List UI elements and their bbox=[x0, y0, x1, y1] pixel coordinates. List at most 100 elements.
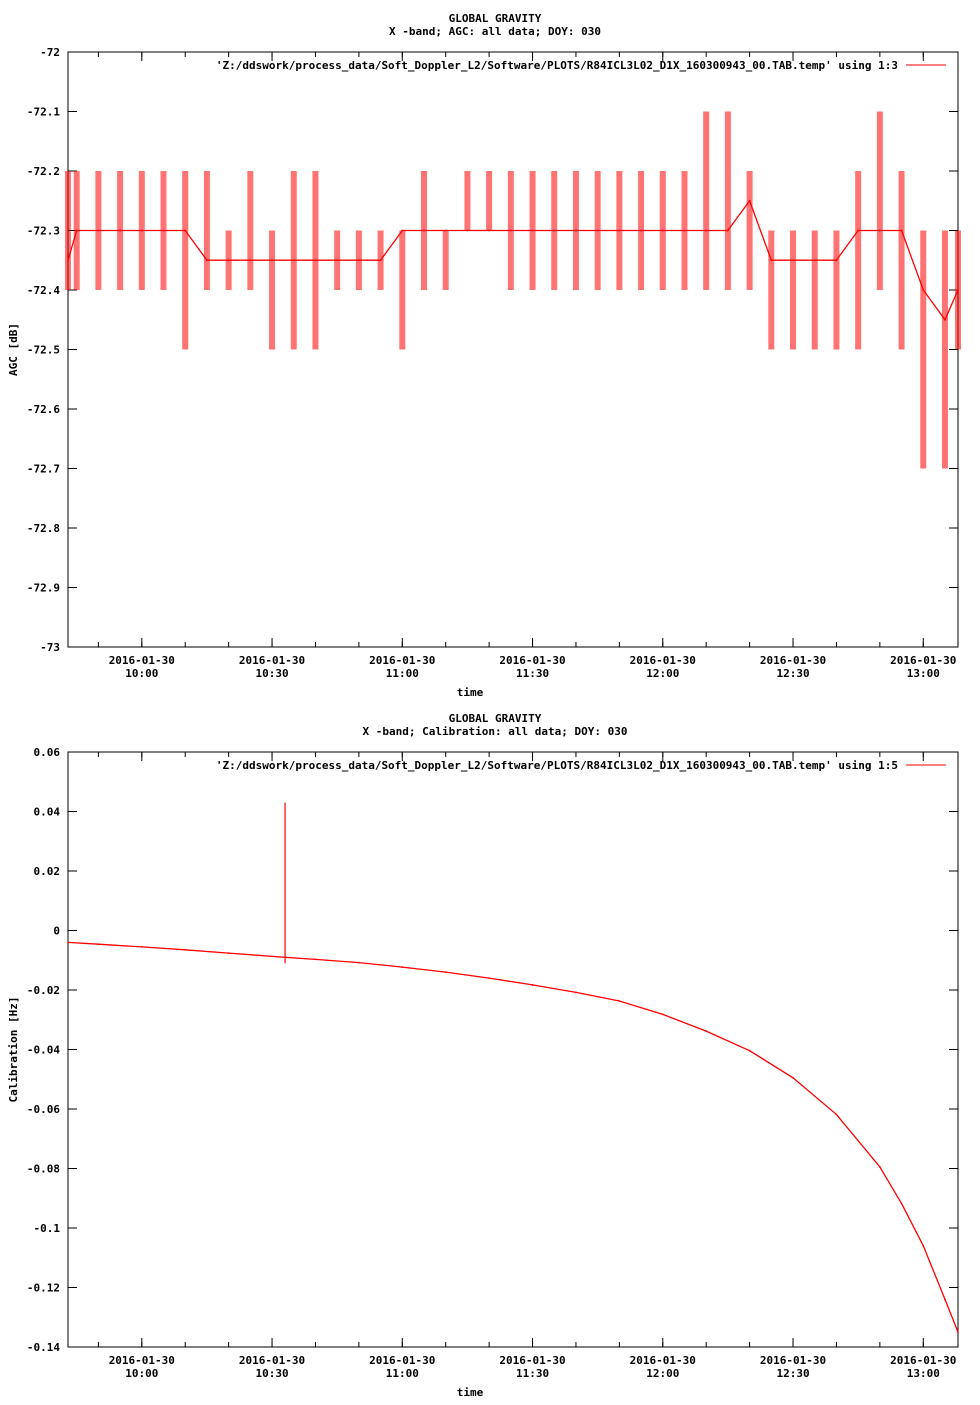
y-tick-label: -0.1 bbox=[34, 1222, 61, 1235]
data-point bbox=[488, 229, 491, 232]
x-tick-date: 2016-01-30 bbox=[369, 1354, 435, 1367]
y-tick-label: -72 bbox=[40, 46, 60, 59]
y-tick-label: 0.04 bbox=[34, 806, 61, 819]
data-point bbox=[770, 259, 773, 262]
data-point bbox=[922, 289, 925, 291]
data-point bbox=[531, 229, 534, 232]
x-axis-label: time bbox=[457, 1386, 484, 1399]
y-tick-label: -0.12 bbox=[27, 1282, 60, 1295]
chart-title: GLOBAL GRAVITY bbox=[449, 12, 542, 25]
x-tick-time: 12:00 bbox=[646, 1367, 679, 1380]
x-tick-date: 2016-01-30 bbox=[630, 1354, 696, 1367]
data-point bbox=[184, 948, 187, 951]
plot-frame bbox=[67, 751, 959, 1348]
data-point bbox=[292, 259, 295, 262]
y-tick-label: -0.04 bbox=[27, 1044, 60, 1057]
x-tick-date: 2016-01-30 bbox=[499, 654, 565, 667]
data-point bbox=[640, 229, 642, 232]
data-point bbox=[97, 229, 100, 232]
y-tick-label: -72.6 bbox=[27, 403, 60, 416]
x-tick-time: 11:30 bbox=[516, 1367, 549, 1380]
data-point bbox=[618, 1000, 621, 1002]
y-tick-label: -72.8 bbox=[27, 522, 60, 535]
y-tick-label: 0 bbox=[53, 925, 60, 938]
data-point bbox=[140, 229, 143, 232]
data-point bbox=[618, 229, 621, 232]
y-tick-label: -0.06 bbox=[27, 1103, 60, 1116]
x-tick-date: 2016-01-30 bbox=[760, 654, 826, 667]
data-point bbox=[857, 229, 860, 232]
data-point bbox=[575, 991, 577, 994]
data-point bbox=[596, 229, 599, 232]
data-point bbox=[227, 952, 230, 955]
y-tick-label: -72.4 bbox=[27, 284, 60, 297]
data-point bbox=[957, 289, 959, 291]
x-tick-time: 10:00 bbox=[125, 1367, 158, 1380]
x-tick-time: 10:00 bbox=[125, 667, 158, 680]
data-point bbox=[466, 229, 469, 232]
x-tick-date: 2016-01-30 bbox=[499, 1354, 565, 1367]
data-point bbox=[67, 259, 69, 262]
data-point bbox=[206, 259, 208, 262]
x-tick-time: 12:30 bbox=[776, 667, 809, 680]
data-point bbox=[944, 318, 946, 321]
data-point bbox=[792, 1076, 794, 1079]
x-tick-time: 12:00 bbox=[646, 667, 679, 680]
y-tick-label: 0.02 bbox=[34, 865, 61, 878]
data-point bbox=[531, 984, 534, 986]
data-point bbox=[553, 229, 556, 232]
x-tick-date: 2016-01-30 bbox=[109, 654, 175, 667]
chart-title: GLOBAL GRAVITY bbox=[449, 712, 542, 725]
data-point bbox=[423, 229, 425, 232]
y-axis-label: AGC [dB] bbox=[7, 323, 20, 376]
data-point bbox=[379, 259, 382, 262]
chart-subtitle: X -band; Calibration: all data; DOY: 030 bbox=[363, 725, 628, 738]
x-tick-time: 13:00 bbox=[907, 667, 940, 680]
data-point bbox=[748, 199, 751, 202]
y-tick-label: -72.3 bbox=[27, 225, 60, 238]
chart-subtitle: X -band; AGC: all data; DOY: 030 bbox=[389, 25, 601, 38]
x-tick-date: 2016-01-30 bbox=[760, 1354, 826, 1367]
data-point bbox=[748, 1049, 751, 1052]
y-tick-label: -0.14 bbox=[27, 1341, 60, 1354]
data-point bbox=[119, 229, 121, 232]
data-point bbox=[661, 1013, 664, 1016]
data-point bbox=[944, 1298, 946, 1301]
data-point bbox=[575, 229, 577, 232]
data-point bbox=[162, 229, 165, 232]
data-point bbox=[271, 259, 273, 262]
data-point bbox=[727, 229, 729, 232]
x-tick-time: 10:30 bbox=[255, 1367, 288, 1380]
series-line bbox=[67, 941, 959, 1333]
data-point bbox=[314, 259, 317, 262]
data-point bbox=[900, 1202, 903, 1205]
x-tick-date: 2016-01-30 bbox=[109, 1354, 175, 1367]
data-point bbox=[922, 1244, 925, 1247]
x-tick-date: 2016-01-30 bbox=[890, 654, 956, 667]
y-tick-label: -0.02 bbox=[27, 984, 60, 997]
data-point bbox=[683, 229, 686, 232]
y-tick-label: -73 bbox=[40, 641, 60, 654]
y-tick-label: -72.9 bbox=[27, 582, 60, 595]
data-point bbox=[705, 229, 708, 232]
x-tick-time: 11:30 bbox=[516, 667, 549, 680]
data-point bbox=[336, 259, 339, 262]
data-point bbox=[878, 1166, 881, 1168]
data-point bbox=[792, 259, 794, 262]
data-point bbox=[813, 259, 816, 262]
x-tick-time: 11:00 bbox=[386, 667, 419, 680]
data-point bbox=[444, 971, 447, 974]
legend-entry: 'Z:/ddswork/process_data/Soft_Doppler_L2… bbox=[216, 59, 898, 72]
x-tick-time: 11:00 bbox=[386, 1367, 419, 1380]
data-point bbox=[357, 259, 360, 262]
y-axis-label: Calibration [Hz] bbox=[7, 997, 20, 1103]
series-1: 'Z:/ddswork/process_data/Soft_Doppler_L2… bbox=[67, 759, 959, 1334]
data-point bbox=[401, 229, 404, 232]
x-tick-time: 12:30 bbox=[776, 1367, 809, 1380]
data-point bbox=[75, 229, 78, 232]
x-tick-date: 2016-01-30 bbox=[890, 1354, 956, 1367]
